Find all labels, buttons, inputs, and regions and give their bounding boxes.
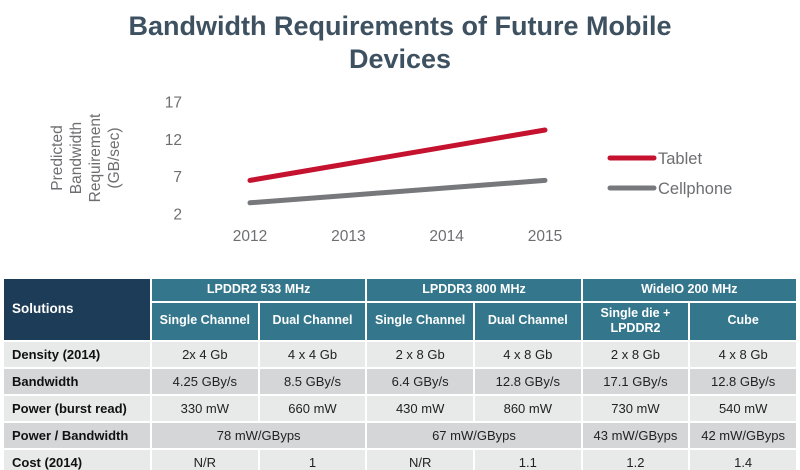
column-header: Single die + LPDDR2 <box>580 300 691 342</box>
y-axis-label: Requirement <box>87 113 104 202</box>
table-cell: 8.5 GBy/s <box>257 366 368 396</box>
table-cell: 2 x 8 Gb <box>365 339 475 369</box>
table-cell: N/R <box>365 447 475 470</box>
table-cell: 17.1 GBy/s <box>580 366 691 396</box>
group-header-wideio: WideIO 200 MHz <box>580 277 799 303</box>
table-cell: 1.1 <box>472 447 583 470</box>
y-tick-label: 17 <box>165 95 182 112</box>
group-header-row: Solutions LPDDR2 533 MHz LPDDR3 800 MHz … <box>2 277 799 342</box>
table-cell: 2 x 8 Gb <box>580 339 691 369</box>
solutions-table: Solutions LPDDR2 533 MHz LPDDR3 800 MHz … <box>2 277 799 470</box>
tablet-line <box>247 127 548 183</box>
table-cell: 1.2 <box>580 447 691 470</box>
column-header: Single Channel <box>365 300 475 342</box>
solutions-header: Solutions <box>2 277 152 342</box>
row-label: Bandwidth <box>2 366 152 396</box>
y-axis-label: Predicted <box>49 125 66 190</box>
table-cell: 1 <box>257 447 368 470</box>
table-row-cost: Cost (2014) N/R 1 N/R 1.1 1.2 1.4 <box>2 447 798 470</box>
slide-title: Bandwidth Requirements of Future Mobile … <box>128 11 672 74</box>
column-header-row: Single Channel Dual Channel Single Chann… <box>3 300 798 342</box>
x-tick-label: 2014 <box>429 228 464 245</box>
table-cell: 4 x 8 Gb <box>688 339 798 369</box>
table-cell: 660 mW <box>257 393 368 423</box>
table-cell: 42 mW/GByps <box>688 420 798 450</box>
row-label: Power (burst read) <box>2 393 152 423</box>
x-tick-label: 2013 <box>331 228 365 245</box>
table-cell: 12.8 GBy/s <box>688 366 798 396</box>
table-cell: 78 mW/GByps <box>149 420 368 450</box>
row-label: Density (2014) <box>2 339 152 369</box>
table-row-power-bandwidth: Power / Bandwidth 78 mW/GByps 67 mW/GByp… <box>2 420 798 450</box>
x-tick-label: 2015 <box>528 228 562 245</box>
y-tick-label: 7 <box>173 169 182 186</box>
table-cell: 4.25 GBy/s <box>150 366 260 396</box>
y-axis-label: (GB/sec) <box>106 127 123 188</box>
group-header-lpddr2: LPDDR2 533 MHz <box>149 277 368 303</box>
cellphone-line <box>247 177 548 206</box>
legend-cellphone-label: Cellphone <box>658 180 732 198</box>
table-cell: 330 mW <box>150 393 260 423</box>
table-cell: 1.4 <box>688 447 798 470</box>
table-cell: 4 x 4 Gb <box>257 339 368 369</box>
column-header: Dual Channel <box>257 300 368 342</box>
bandwidth-line-chart: 17 12 7 2 2012 2013 2014 2015 Predicted Bandwidth… <box>49 95 732 246</box>
table-cell: 67 mW/GByps <box>365 420 583 450</box>
table-row-bandwidth: Bandwidth 4.25 GBy/s 8.5 GBy/s 6.4 GBy/s… <box>2 366 798 396</box>
table-cell: 540 mW <box>688 393 798 423</box>
y-tick-label: 12 <box>165 132 182 149</box>
table-cell: N/R <box>150 447 260 470</box>
table-row-power: Power (burst read) 330 mW 660 mW 430 mW … <box>2 393 798 423</box>
table-row-density: Density (2014) 2x 4 Gb 4 x 4 Gb 2 x 8 Gb… <box>2 339 798 369</box>
column-header: Dual Channel <box>472 300 583 342</box>
table-cell: 430 mW <box>365 393 475 423</box>
column-header: Single Channel <box>150 300 260 342</box>
group-header-lpddr3: LPDDR3 800 MHz <box>365 277 583 303</box>
row-label: Power / Bandwidth <box>2 420 152 450</box>
table-cell: 12.8 GBy/s <box>472 366 583 396</box>
table-cell: 730 mW <box>580 393 691 423</box>
table-cell: 860 mW <box>472 393 583 423</box>
row-label: Cost (2014) <box>2 447 152 470</box>
table-cell: 4 x 8 Gb <box>472 339 583 369</box>
column-header: Cube <box>688 300 798 342</box>
table-cell: 6.4 GBy/s <box>365 366 475 396</box>
legend-tablet-label: Tablet <box>658 150 702 168</box>
table-cell: 2x 4 Gb <box>150 339 260 369</box>
y-tick-label: 2 <box>173 207 182 224</box>
x-tick-label: 2012 <box>233 228 267 245</box>
y-axis-label: Bandwidth <box>68 122 85 194</box>
table-cell: 43 mW/GByps <box>580 420 691 450</box>
